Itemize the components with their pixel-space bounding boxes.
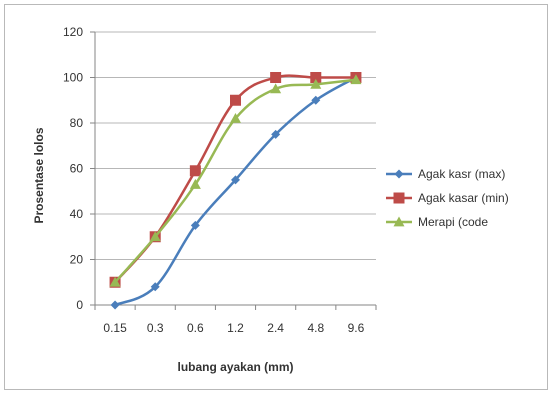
legend-marker bbox=[394, 169, 404, 179]
data-point bbox=[110, 300, 120, 310]
x-tick-label: 9.6 bbox=[348, 321, 365, 335]
x-tick-label: 0.6 bbox=[187, 321, 204, 335]
x-tick-labels: 0.15 0.3 0.6 1.2 2.4 4.8 9.6 bbox=[103, 321, 364, 335]
data-point bbox=[231, 175, 240, 185]
series-line bbox=[114, 76, 357, 307]
x-tick-label: 0.3 bbox=[147, 321, 164, 335]
data-point bbox=[310, 72, 322, 83]
axes bbox=[90, 31, 377, 310]
series-3 bbox=[109, 74, 362, 287]
x-tick-label: 0.15 bbox=[103, 321, 127, 335]
data-point bbox=[230, 112, 241, 123]
x-tick-label: 4.8 bbox=[307, 321, 324, 335]
legend-marker bbox=[393, 216, 405, 227]
data-point bbox=[311, 95, 321, 105]
data-point bbox=[310, 78, 322, 89]
data-point bbox=[270, 72, 282, 83]
legend: Agak kasr (max) Agak kasar (min) Merapi (c… bbox=[386, 167, 509, 229]
data-point bbox=[230, 94, 241, 106]
data-point bbox=[189, 165, 201, 177]
data-point bbox=[189, 178, 201, 189]
data-point bbox=[190, 220, 200, 230]
y-tick-label: 60 bbox=[70, 162, 84, 176]
y-tick-labels: 0 20 40 60 80 100 120 bbox=[63, 25, 83, 312]
series-group bbox=[109, 72, 362, 310]
x-tick-label: 2.4 bbox=[267, 321, 284, 335]
legend-item: Agak kasr (max) bbox=[386, 167, 505, 181]
y-axis-title: Prosentase lolos bbox=[32, 127, 46, 223]
legend-item: Merapi (code bbox=[386, 215, 488, 229]
legend-marker bbox=[393, 192, 405, 204]
legend-label: Agak kasar (min) bbox=[418, 191, 509, 205]
y-tick-label: 0 bbox=[76, 298, 83, 312]
x-tick-label: 1.2 bbox=[227, 321, 244, 335]
gridlines bbox=[95, 31, 376, 260]
x-axis-title: lubang ayakan (mm) bbox=[177, 360, 293, 374]
legend-item: Agak kasar (min) bbox=[386, 191, 509, 205]
y-tick-label: 120 bbox=[63, 25, 83, 39]
y-tick-label: 100 bbox=[63, 71, 83, 85]
legend-label: Merapi (code bbox=[418, 215, 488, 229]
data-point bbox=[109, 276, 121, 287]
data-point bbox=[271, 129, 281, 139]
data-point bbox=[150, 282, 160, 292]
data-point bbox=[149, 231, 161, 242]
y-tick-label: 20 bbox=[70, 253, 84, 267]
legend-label: Agak kasr (max) bbox=[418, 167, 505, 181]
y-tick-label: 40 bbox=[70, 207, 84, 221]
data-point bbox=[270, 83, 282, 94]
y-tick-label: 80 bbox=[70, 116, 84, 130]
data-point bbox=[350, 74, 362, 85]
series-1 bbox=[110, 73, 361, 310]
